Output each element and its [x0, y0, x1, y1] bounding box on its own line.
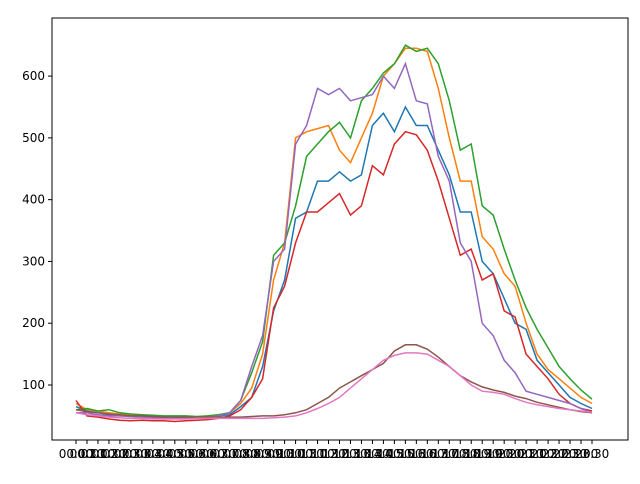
x-tick-label: 10:00: [278, 447, 313, 461]
y-tick-label: 400: [22, 193, 45, 207]
y-tick-label: 500: [22, 131, 45, 145]
x-tick-label: 16:30: [421, 447, 456, 461]
x-tick-label: 14:00: [366, 447, 401, 461]
x-tick-label: 22:30: [553, 447, 588, 461]
x-tick-label: 03:00: [125, 447, 160, 461]
x-tick-label: 23:00: [564, 447, 599, 461]
x-tick-label: 21:00: [520, 447, 555, 461]
x-tick-label: 12:30: [333, 447, 368, 461]
x-tick-label: 05:00: [168, 447, 203, 461]
x-tick-label: 00:00: [59, 447, 94, 461]
y-tick-label: 200: [22, 316, 45, 330]
x-tick-label: 01:00: [81, 447, 116, 461]
x-tick-label: 20:30: [509, 447, 544, 461]
x-tick-label: 14:30: [377, 447, 412, 461]
x-tick-label: 09:30: [267, 447, 302, 461]
x-tick-label: 00:30: [70, 447, 105, 461]
x-tick-label: 01:30: [92, 447, 127, 461]
x-tick-label: 02:30: [114, 447, 149, 461]
x-tick-label: 11:00: [300, 447, 335, 461]
x-tick-label: 20:00: [498, 447, 533, 461]
x-tick-label: 06:00: [190, 447, 225, 461]
x-tick-label: 18:30: [465, 447, 500, 461]
x-tick-label: 16:00: [410, 447, 445, 461]
axes-frame: [51, 17, 629, 441]
x-tick-label: 06:30: [201, 447, 236, 461]
x-tick-label: 09:00: [256, 447, 291, 461]
x-tick-label: 04:00: [147, 447, 182, 461]
x-tick-label: 23:30: [575, 447, 610, 461]
x-tick-label: 11:30: [311, 447, 346, 461]
line-series: [76, 61, 593, 419]
x-tick-label: 04:30: [158, 447, 193, 461]
line-series: [75, 344, 593, 418]
x-tick-label: 19:00: [476, 447, 511, 461]
x-tick-label: 19:30: [487, 447, 522, 461]
x-tick-label: 13:00: [344, 447, 379, 461]
line-series: [75, 352, 593, 420]
y-tick-label: 600: [22, 69, 45, 83]
x-tick-label: 17:00: [432, 447, 467, 461]
x-tick-label: 05:30: [179, 447, 214, 461]
y-tick-label: 300: [22, 254, 45, 268]
x-tick-label: 02:00: [103, 447, 138, 461]
x-tick-label: 18:00: [454, 447, 489, 461]
x-tick-label: 08:00: [234, 447, 269, 461]
x-tick-label: 03:30: [136, 447, 171, 461]
x-tick-label: 07:30: [223, 447, 258, 461]
x-tick-label: 07:00: [212, 447, 247, 461]
x-tick-label: 10:30: [289, 447, 324, 461]
line-series: [75, 47, 593, 418]
x-tick-label: 12:00: [322, 447, 357, 461]
x-tick-label: 15:30: [399, 447, 434, 461]
x-tick-label: 17:30: [443, 447, 478, 461]
x-tick-label: 21:30: [531, 447, 566, 461]
x-tick-label: 13:30: [355, 447, 390, 461]
line-series: [75, 44, 593, 418]
x-tick-label: 15:00: [388, 447, 423, 461]
line-series: [75, 130, 593, 423]
y-tick-label: 100: [22, 378, 45, 392]
x-tick-label: 22:00: [542, 447, 577, 461]
x-tick-label: 08:30: [245, 447, 280, 461]
